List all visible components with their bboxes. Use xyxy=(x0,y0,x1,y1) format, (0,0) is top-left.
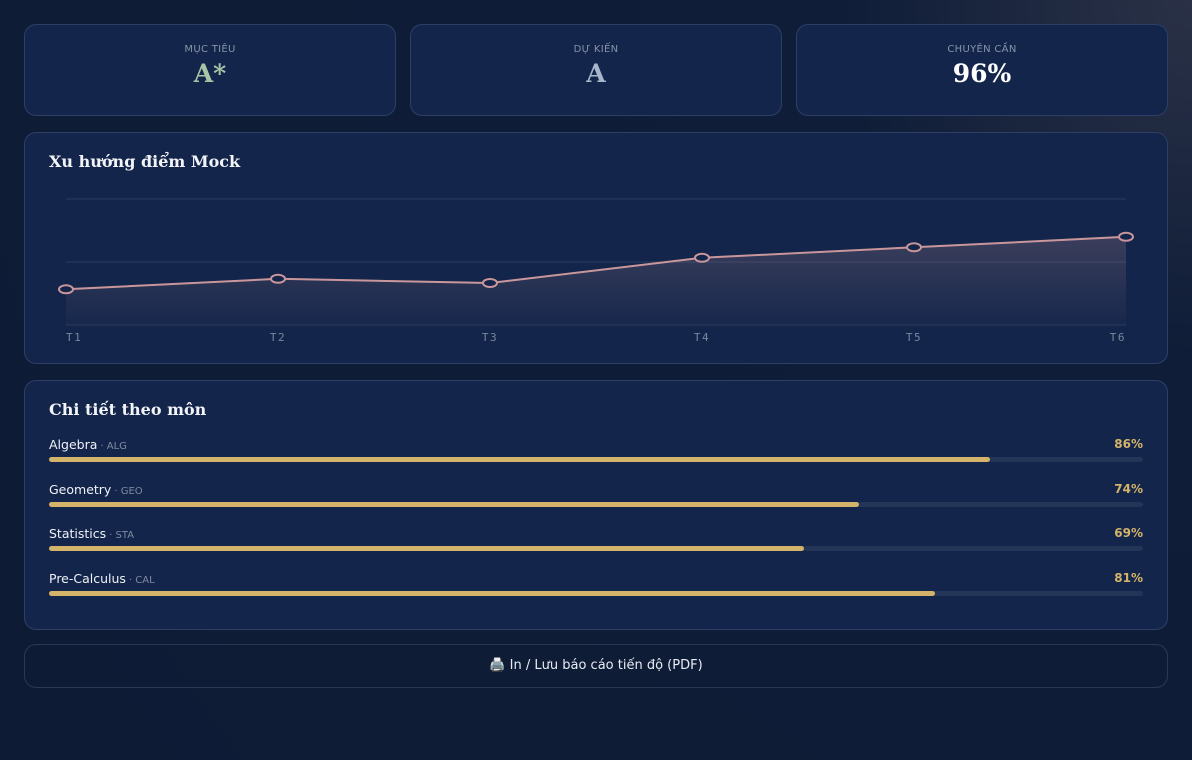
bar-track xyxy=(49,457,1143,462)
point xyxy=(1118,231,1134,242)
subject-name: Geometry · GEO xyxy=(49,481,143,497)
point xyxy=(694,252,710,263)
subject-code: · CAL xyxy=(128,575,155,587)
subjects-card: Chi tiết theo môn Algebra · ALG 86% Geometr… xyxy=(24,380,1168,630)
chart-title: Xu hướng điểm Mock xyxy=(49,152,241,171)
bar xyxy=(49,591,936,597)
bar-track xyxy=(49,591,1143,597)
subject-name: Algebra · ALG xyxy=(49,437,127,452)
stat-label: DỰ KIẾN xyxy=(573,44,619,55)
bar xyxy=(49,457,990,462)
x-tick-label: T3 xyxy=(482,331,498,344)
subject-name: Pre-Calculus · CAL xyxy=(49,571,155,587)
subject-percent: 74% xyxy=(1114,481,1143,496)
x-tick-label: T2 xyxy=(270,331,286,344)
point xyxy=(482,278,498,288)
point xyxy=(906,242,922,253)
subject-code: · STA xyxy=(109,530,135,542)
print-button[interactable]: 🖨️ In / Lưu báo cáo tiến độ (PDF) xyxy=(24,644,1168,688)
subject-row: Geometry · GEO 74% xyxy=(49,482,1143,522)
point xyxy=(58,284,74,295)
bar-track xyxy=(49,546,1143,552)
bar-track xyxy=(49,501,1143,507)
stat-card: DỰ KIẾN A xyxy=(410,24,782,116)
x-tick-label: T1 xyxy=(66,331,82,344)
bar xyxy=(49,501,859,507)
x-tick-label: T4 xyxy=(694,331,710,344)
stat-label: MỤC TIÊU xyxy=(184,44,236,55)
subject-name: Statistics · STA xyxy=(49,526,135,542)
trend-card: Xu hướng điểm Mock T1 T2 T3 T4 T5 T6 xyxy=(24,132,1168,364)
subject-percent: 81% xyxy=(1114,571,1143,586)
subjects-title: Chi tiết theo môn xyxy=(49,400,207,419)
line xyxy=(65,235,1127,291)
stat-value: A* xyxy=(193,59,227,88)
bar xyxy=(49,546,804,552)
point xyxy=(270,273,286,284)
subject-code: · ALG xyxy=(100,441,127,452)
x-tick-label: T6 xyxy=(1110,331,1126,344)
subject-percent: 69% xyxy=(1114,526,1143,541)
chart: T1 T2 T3 T4 T5 T6 xyxy=(58,198,1134,344)
stat-card: CHUYÊN CẦN 96% xyxy=(796,24,1168,116)
subject-row: Statistics · STA 69% xyxy=(49,526,1143,566)
subject-row: Pre-Calculus · CAL 81% xyxy=(49,571,1143,611)
subject-row: Algebra · ALG 86% xyxy=(49,437,1143,477)
stat-label: CHUYÊN CẦN xyxy=(947,44,1017,55)
subject-percent: 86% xyxy=(1114,437,1143,451)
subject-code: · GEO xyxy=(114,485,143,497)
stat-value: 96% xyxy=(952,59,1012,88)
x-tick-label: T5 xyxy=(906,331,922,344)
stat-card: MỤC TIÊU A* xyxy=(24,24,396,116)
area xyxy=(66,236,1126,325)
stat-value: A xyxy=(586,59,606,88)
